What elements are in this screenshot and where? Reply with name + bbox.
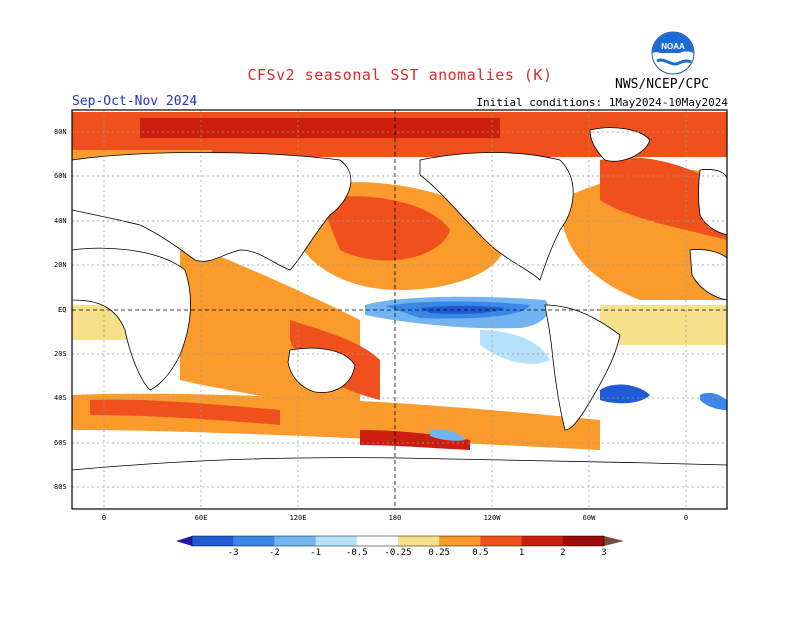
agency-label: NWS/NCEP/CPC: [615, 77, 709, 92]
lat-label: 40N: [54, 217, 67, 225]
africa-west-edge: [689, 249, 727, 301]
noaa-logo-text: NOAA: [661, 42, 685, 51]
africa: [72, 247, 191, 391]
colorbar-segment: [233, 536, 275, 546]
chart-title: CFSv2 seasonal SST anomalies (K): [247, 66, 553, 84]
colorbar-segment: [315, 536, 358, 546]
colorbar-label: -0.25: [384, 548, 412, 558]
colorbar-label: -1: [310, 548, 322, 558]
greenland: [589, 127, 651, 162]
gridlines: [72, 110, 727, 509]
lon-label: 60E: [194, 514, 208, 522]
colorbar: [176, 535, 624, 547]
colorbar-segment: [439, 536, 481, 546]
colorbar-segment: [521, 536, 564, 546]
colorbar-segment: [356, 536, 399, 546]
colorbar-segment: [192, 536, 234, 546]
lat-label: 60S: [54, 439, 67, 447]
map-area: [72, 110, 727, 509]
colorbar-label: 3: [601, 548, 607, 558]
lat-label: 60N: [54, 172, 67, 180]
lat-label: EQ: [58, 306, 67, 314]
map-frame: [71, 109, 728, 510]
europe-west: [698, 169, 727, 236]
lon-label: 120E: [289, 514, 307, 522]
lat-label: 20N: [54, 261, 67, 269]
season-label: Sep-Oct-Nov 2024: [72, 94, 198, 109]
north-america: [419, 152, 574, 281]
lon-label: 180: [388, 514, 402, 522]
eurasia: [72, 152, 352, 271]
colorbar-right-arrow: [604, 536, 624, 546]
australia: [287, 347, 356, 393]
lat-label: 80N: [54, 128, 67, 136]
lat-label: 40S: [54, 394, 67, 402]
lon-label: 0: [101, 514, 107, 522]
colorbar-segment: [398, 536, 440, 546]
colorbar-left-arrow: [176, 536, 192, 546]
colorbar-outline: [191, 535, 605, 547]
colorbar-label: 0.5: [472, 548, 489, 558]
initial-conditions: Initial conditions: 1May2024-10May2024: [476, 96, 728, 109]
colorbar-segment: [274, 536, 317, 546]
colorbar-segment: [562, 536, 605, 546]
colorbar-label: 1: [518, 548, 525, 558]
south-america: [544, 304, 621, 431]
colorbar-segment: [480, 536, 523, 546]
lon-label: 60W: [582, 514, 596, 522]
lat-label: 80S: [54, 483, 67, 491]
lon-label: 0: [683, 514, 689, 522]
colorbar-label: 2: [560, 548, 566, 558]
colorbar-label: -2: [268, 548, 280, 558]
lon-label: 120W: [483, 514, 501, 522]
antarctica: [72, 457, 727, 509]
colorbar-label: -0.5: [345, 548, 368, 558]
colorbar-label: -3: [227, 548, 239, 558]
lat-label: 20S: [54, 350, 67, 358]
noaa-logo: NOAA: [651, 31, 695, 75]
colorbar-label: 0.25: [428, 548, 451, 558]
